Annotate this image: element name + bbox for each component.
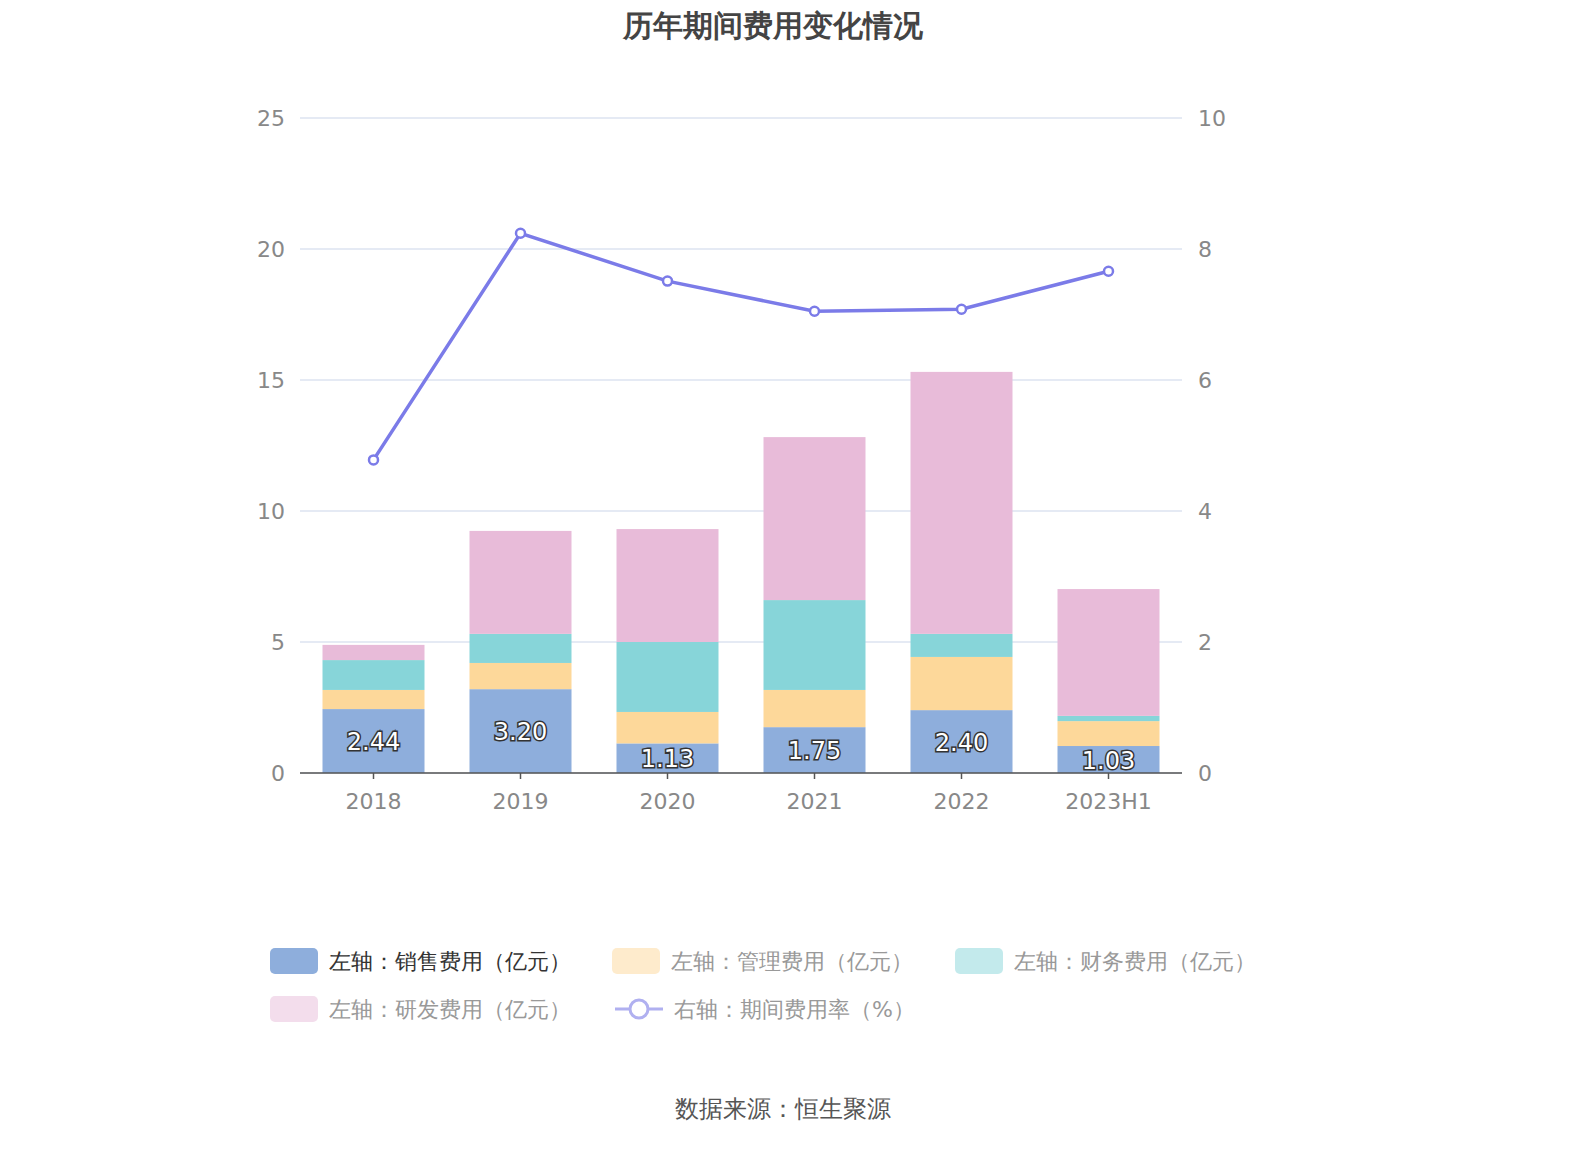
line-point	[369, 455, 378, 464]
y-tick-label: 0	[271, 761, 285, 786]
y2-tick-label: 4	[1198, 499, 1212, 524]
legend-item: 左轴：研发费用（亿元）	[270, 996, 571, 1022]
x-tick	[1108, 773, 1110, 779]
x-tick-label: 2023H1	[1065, 789, 1152, 814]
legend-label: 左轴：研发费用（亿元）	[329, 997, 571, 1022]
grid-line	[300, 510, 1182, 512]
y2-tick	[1182, 380, 1186, 381]
legend-item: 左轴：管理费用（亿元）	[612, 948, 913, 974]
bar-segment	[323, 709, 425, 773]
bar-segment	[1058, 589, 1160, 716]
grid-line	[300, 772, 1182, 774]
x-tick	[961, 773, 963, 779]
grid-line	[300, 641, 1182, 643]
y-tick-label: 10	[257, 499, 285, 524]
data-label: 2.40	[935, 729, 988, 757]
legend-label: 左轴：财务费用（亿元）	[1014, 949, 1256, 974]
bar-segment	[911, 710, 1013, 773]
y-tick-label: 25	[257, 106, 285, 131]
bar-segment	[1058, 716, 1160, 721]
grid-line	[300, 379, 1182, 381]
legend-item: 右轴：期间费用率（%）	[615, 997, 915, 1022]
data-label: 2.44	[347, 728, 400, 756]
y2-tick-label: 0	[1198, 761, 1212, 786]
y-tick-label: 20	[257, 237, 285, 262]
y2-tick	[1182, 642, 1186, 643]
source: 数据来源：恒生聚源	[675, 1095, 891, 1123]
legend-label: 左轴：销售费用（亿元）	[329, 949, 571, 974]
bar-segment	[617, 743, 719, 773]
bar-segment	[470, 531, 572, 634]
bar-segment	[911, 372, 1013, 634]
y2-tick	[1182, 773, 1186, 774]
grid-line	[300, 248, 1182, 250]
y2-tick-label: 8	[1198, 237, 1212, 262]
title: 历年期间费用变化情况	[622, 8, 924, 43]
plot-area	[323, 229, 1160, 773]
bar-segment	[323, 645, 425, 660]
x-tick	[814, 773, 816, 779]
bar-segment	[470, 689, 572, 773]
bar-segment	[911, 634, 1013, 657]
bar-segment	[323, 690, 425, 709]
bar-segment	[617, 529, 719, 642]
data-label: 1.13	[641, 745, 694, 773]
bar-segment	[470, 634, 572, 663]
bar-segment	[323, 660, 425, 690]
data-label: 1.75	[788, 737, 841, 765]
bar-segment	[764, 690, 866, 727]
bar-segment	[470, 663, 572, 689]
legend-label: 右轴：期间费用率（%）	[674, 997, 915, 1022]
data-label: 3.20	[494, 718, 547, 746]
legend-label: 左轴：管理费用（亿元）	[671, 949, 913, 974]
line-point	[957, 305, 966, 314]
labels: 2.44 3.20 1.13 1.75 2.40 1.03	[347, 718, 1135, 774]
y2-tick	[1182, 511, 1186, 512]
grid-line	[300, 117, 1182, 119]
bar-segment	[911, 657, 1013, 710]
bar-segment	[1058, 721, 1160, 746]
line-point	[516, 229, 525, 238]
bar-segment	[764, 437, 866, 600]
data-label: 1.03	[1082, 747, 1135, 775]
y2-tick-label: 6	[1198, 368, 1212, 393]
line-point	[810, 307, 819, 316]
x-tick-label: 2022	[934, 789, 990, 814]
x-tick	[520, 773, 522, 779]
line-point	[1104, 267, 1113, 276]
x-axis	[300, 772, 1182, 774]
bar-segment	[764, 600, 866, 690]
y2-tick	[1182, 249, 1186, 250]
line	[374, 233, 1109, 460]
x-tick	[373, 773, 375, 779]
chart: 历年期间费用变化情况 0 5 10 15 20 25 0 2 4 6 8 10 2.44 3.20 1.13 1…	[0, 0, 1574, 1150]
x-tick-label: 2019	[493, 789, 549, 814]
y-tick-label: 15	[257, 368, 285, 393]
y-tick-label: 5	[271, 630, 285, 655]
legend-item: 左轴：销售费用（亿元）	[270, 948, 571, 974]
y2-tick-label: 10	[1198, 106, 1226, 131]
legend-item: 左轴：财务费用（亿元）	[955, 948, 1256, 974]
y2-tick	[1182, 118, 1186, 119]
bar-segment	[764, 727, 866, 773]
line-point	[663, 277, 672, 286]
x-tick-label: 2020	[640, 789, 696, 814]
bar-segment	[617, 642, 719, 712]
x-tick-label: 2018	[346, 789, 402, 814]
y2-tick-label: 2	[1198, 630, 1212, 655]
bar-segment	[617, 712, 719, 743]
x-tick	[667, 773, 669, 779]
x-tick-label: 2021	[787, 789, 843, 814]
